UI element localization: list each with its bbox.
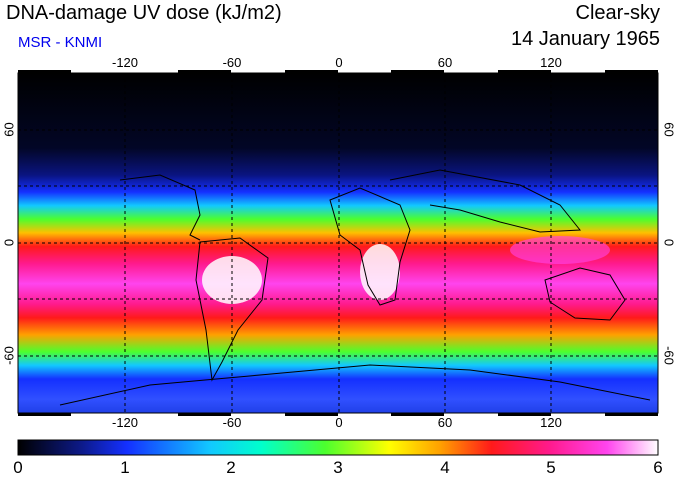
coast-australia xyxy=(544,267,626,321)
colorbar xyxy=(17,439,659,456)
colorbar-tick: 1 xyxy=(120,458,130,477)
colorbar-tick: 3 xyxy=(333,458,343,477)
lat-tick-left: 0 xyxy=(1,238,17,247)
lon-tick-bottom: -120 xyxy=(111,415,139,430)
sky-condition: Clear-sky xyxy=(575,2,660,24)
colorbar-tick: 0 xyxy=(13,458,23,477)
graticule xyxy=(18,73,658,413)
colorbar-tick: 6 xyxy=(653,458,663,477)
lon-tick-bottom: -60 xyxy=(222,415,242,430)
lon-tick-top: -120 xyxy=(111,55,139,70)
lon-tick-top: 120 xyxy=(540,55,562,70)
lon-tick-top: -60 xyxy=(222,55,242,70)
coastlines xyxy=(59,169,651,406)
lat-tick-right: 60 xyxy=(661,122,677,137)
coast-eurasia xyxy=(389,169,582,233)
lon-tick-top: 60 xyxy=(437,55,453,70)
lon-tick-top: 0 xyxy=(335,55,343,70)
hotspot-indonesia xyxy=(510,236,610,264)
coast-antarctica xyxy=(59,364,651,406)
colorbar-tick: 2 xyxy=(226,458,236,477)
lon-tick-bottom: 0 xyxy=(335,415,343,430)
frame-bars xyxy=(18,70,658,416)
colorbar-tick: 4 xyxy=(440,458,450,477)
lat-tick-right: 0 xyxy=(661,238,677,247)
map-date: 14 January 1965 xyxy=(510,28,660,50)
lon-tick-bottom: 60 xyxy=(437,415,453,430)
lat-tick-right: -60 xyxy=(661,346,677,365)
lon-tick-bottom: 120 xyxy=(540,415,562,430)
coast-africa xyxy=(329,187,411,306)
map-source: MSR - KNMI xyxy=(18,34,103,51)
lat-tick-left: 60 xyxy=(1,122,17,137)
hotspot-africa xyxy=(360,244,400,300)
coast-south-america xyxy=(195,237,269,382)
colorbar-tick: 5 xyxy=(546,458,556,477)
lat-tick-left: -60 xyxy=(1,346,17,365)
coast-north-america xyxy=(119,174,201,241)
map-title: DNA-damage UV dose (kJ/m2) xyxy=(6,2,282,24)
